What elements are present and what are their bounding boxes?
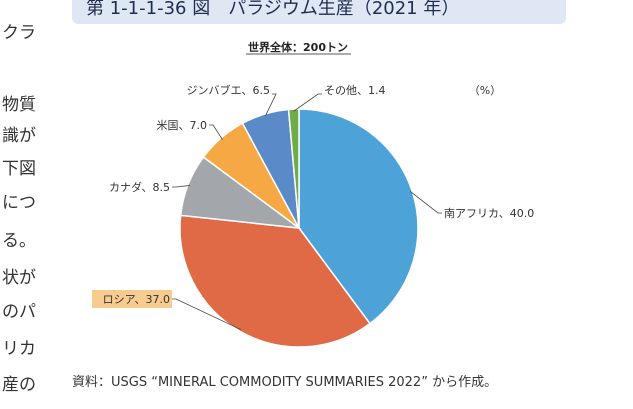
slice-other-label: その他、1.4 [324, 84, 386, 97]
slice-zimbabwe-label: ジンバブエ、6.5 [187, 83, 271, 97]
slice-other-leader-line [293, 93, 322, 112]
slice-other [287, 108, 300, 229]
slice-south-africa-leader-line [409, 190, 442, 214]
chart-title: 世界全体：200トン [248, 40, 348, 54]
source-note: 資料：USGS “MINERAL COMMODITY SUMMARIES 202… [72, 375, 498, 390]
pie-slices [179, 108, 419, 348]
slice-zimbabwe-leader-line [265, 93, 277, 117]
side-text-line: のパ [2, 302, 36, 322]
figure-header-band [72, 0, 566, 24]
side-text-line: 産の [2, 375, 36, 395]
slice-canada-leader-line [172, 185, 191, 188]
slice-south-africa-label: 南アフリカ、40.0 [444, 207, 534, 220]
slice-russia-label-highlight [92, 290, 172, 308]
slice-russia-label: ロシア、37.0 [103, 293, 170, 306]
side-text-line: 識が [2, 126, 36, 146]
slice-usa-label: 米国、7.0 [157, 119, 208, 132]
side-text-line: る。 [2, 231, 36, 251]
side-text-line: につ [2, 193, 36, 213]
side-text-line: リカ [2, 339, 36, 359]
slice-south-africa [298, 108, 419, 325]
side-body-text: クラ 物質 識が 下図 につ る。 状が のパ リカ 産の [0, 0, 36, 409]
side-text-line: クラ [2, 23, 36, 43]
figure-title: 第 1-1-1-36 図 パラジウム生産（2021 年） [86, 0, 460, 19]
unit-label: （%） [469, 84, 501, 97]
slice-usa-leader-line [209, 124, 223, 140]
pie-labels: 南アフリカ、40.0 ロシア、37.0 カナダ、8.5 米国、7.0 ジンバブエ、6.5… [92, 83, 534, 330]
side-text-line: 状が [2, 268, 36, 288]
side-text-line: 下図 [2, 159, 36, 179]
slice-russia [179, 214, 371, 348]
side-text-line: 物質 [2, 95, 36, 115]
slice-canada-label: カナダ、8.5 [109, 180, 170, 194]
slice-russia-leader-line [172, 298, 242, 330]
